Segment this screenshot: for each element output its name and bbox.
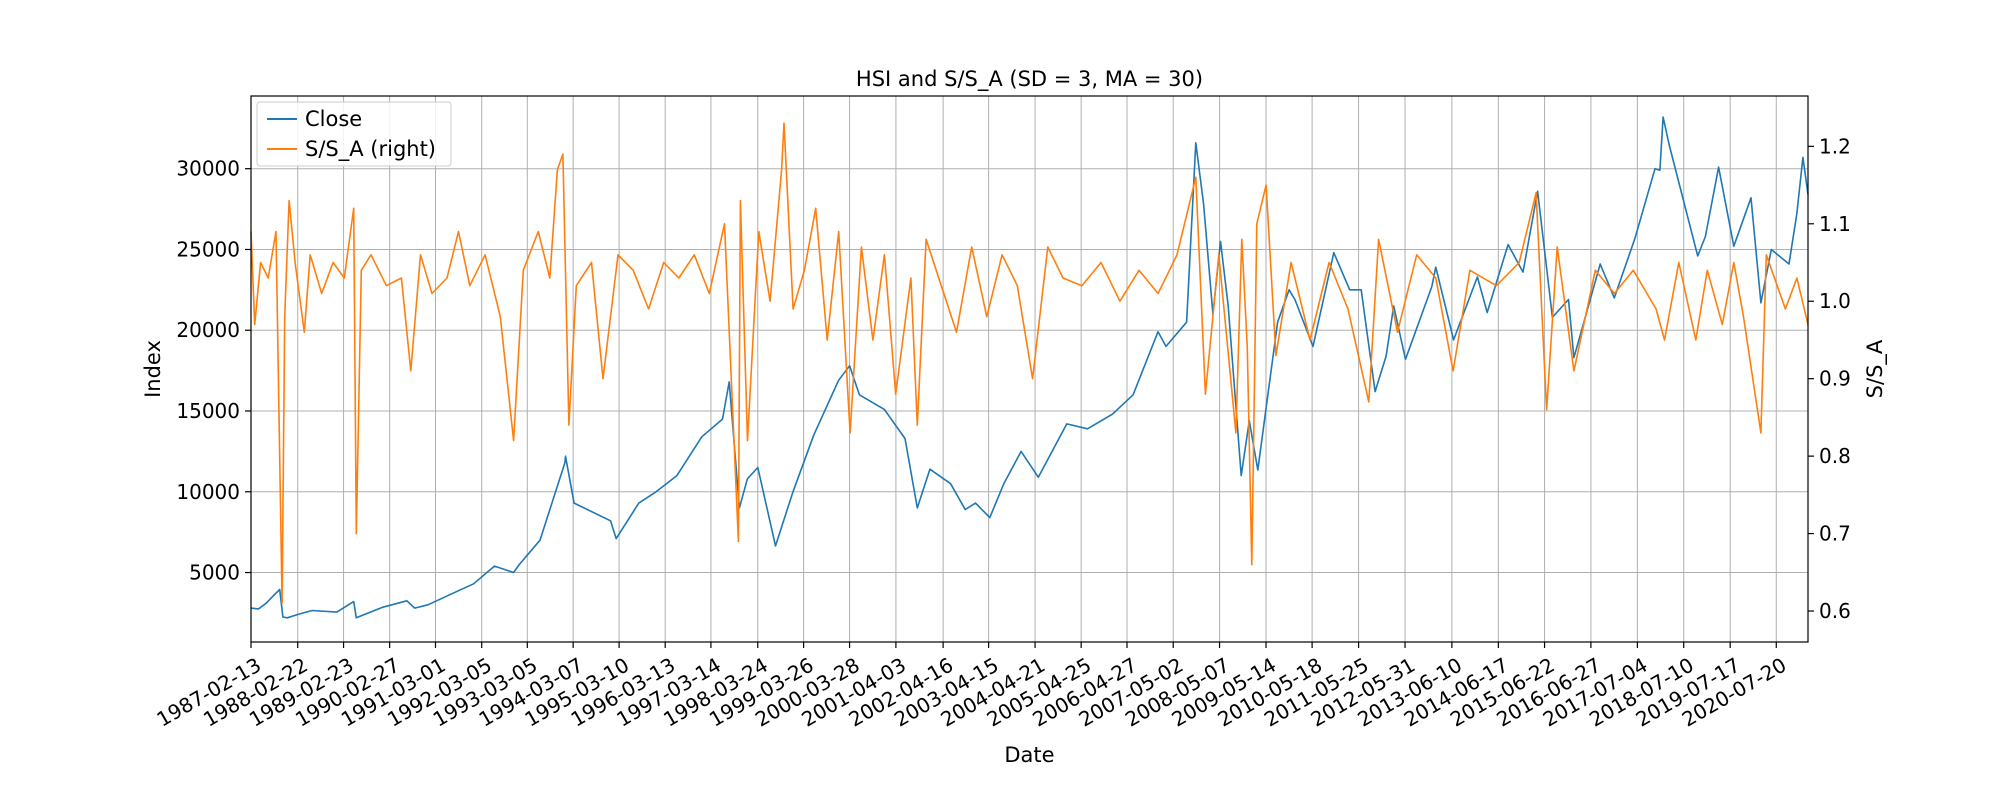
y-left-axis-label: Index (141, 340, 165, 398)
grid-lines (250, 96, 1808, 642)
x-axis-label: Date (1004, 743, 1054, 767)
y-left-tick-label-4: 25000 (176, 237, 240, 261)
series-ssa-line (250, 122, 1809, 605)
chart-title: HSI and S/S_A (SD = 3, MA = 30) (856, 67, 1203, 92)
legend: Close S/S_A (right) (256, 101, 452, 167)
y-left-tick-label-1: 10000 (176, 480, 240, 504)
y-right-tick-label-4: 1.0 (1819, 289, 1851, 313)
series-lines (250, 116, 1809, 619)
series-close-line (250, 116, 1809, 619)
y-right-tick-label-5: 1.1 (1819, 212, 1851, 236)
y-left-tick-label-5: 30000 (176, 157, 240, 181)
y-right-tick-label-2: 0.8 (1819, 444, 1851, 468)
axis-ticks (245, 145, 1814, 648)
y-right-tick-label-6: 1.2 (1819, 134, 1851, 158)
plot-frame (250, 95, 1809, 643)
y-left-tick-label-3: 20000 (176, 318, 240, 342)
y-right-axis-label: S/S_A (1863, 339, 1888, 398)
y-left-tick-label-0: 5000 (189, 561, 240, 585)
x-tick-labels: 1987-02-131988-02-221989-02-231990-02-27… (152, 653, 1790, 732)
y-left-tick-labels: 5000 10000 15000 20000 25000 30000 (176, 157, 240, 585)
legend-box (256, 101, 452, 167)
y-right-tick-labels: 0.6 0.7 0.8 0.9 1.0 1.1 1.2 (1819, 134, 1851, 623)
y-right-tick-label-3: 0.9 (1819, 367, 1851, 391)
legend-label-ssa: S/S_A (right) (305, 137, 436, 162)
y-left-tick-label-2: 15000 (176, 399, 240, 423)
y-right-tick-label-0: 0.6 (1819, 599, 1851, 623)
legend-label-close: Close (305, 107, 362, 131)
y-right-tick-label-1: 0.7 (1819, 522, 1851, 546)
